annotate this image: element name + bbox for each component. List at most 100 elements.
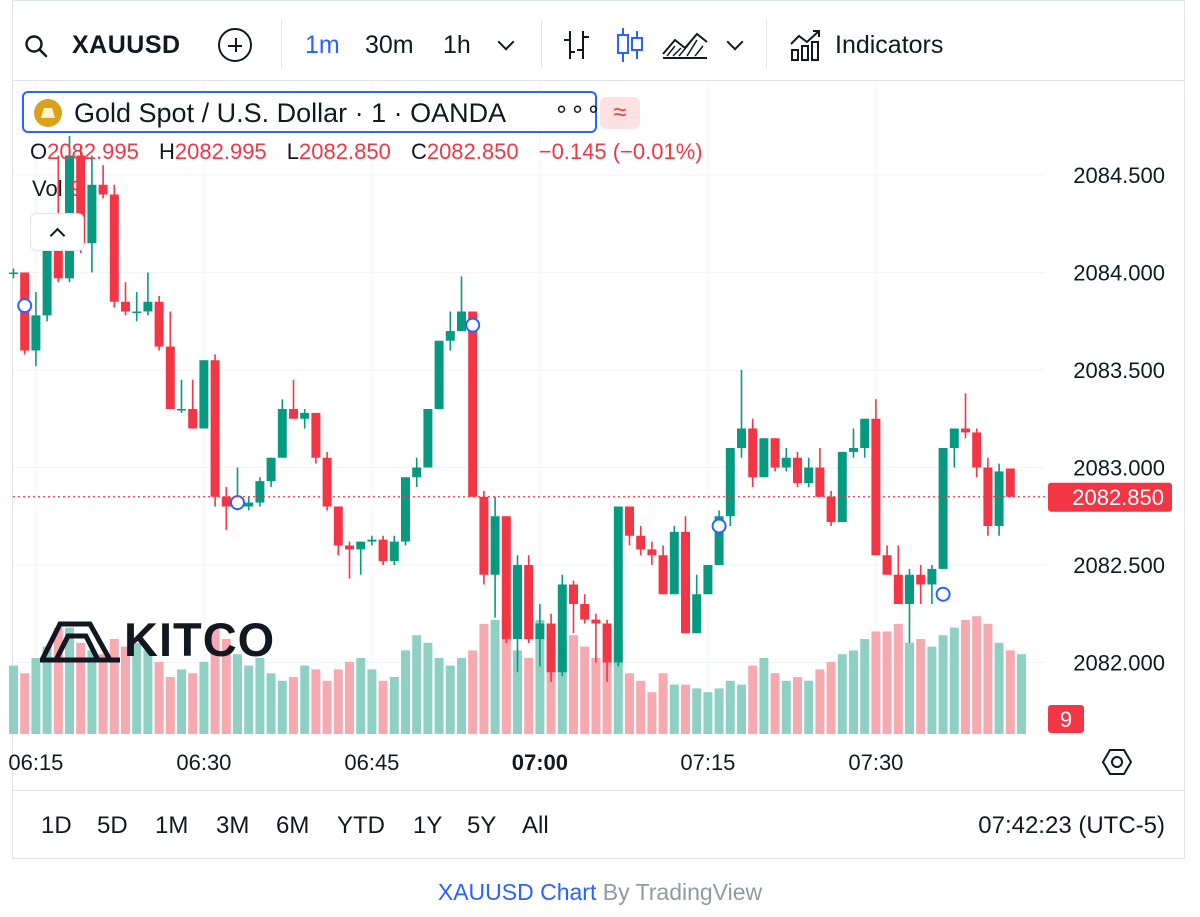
range-5y-button[interactable]: 5Y xyxy=(467,812,497,839)
indicators-icon[interactable] xyxy=(789,28,825,62)
candle xyxy=(434,340,444,409)
symbol-search-button[interactable]: XAUUSD xyxy=(72,31,181,59)
candle-body xyxy=(132,311,142,313)
candle-body xyxy=(423,409,433,468)
candle xyxy=(893,545,903,604)
candle-style-icon[interactable] xyxy=(614,26,646,64)
volume-bar xyxy=(759,658,769,734)
range-ytd-button[interactable]: YTD xyxy=(337,812,385,839)
bar-style-icon[interactable] xyxy=(562,28,592,62)
range-3m-button[interactable]: 3M xyxy=(216,812,250,839)
candle-body xyxy=(53,223,63,279)
time-axis-label: 07:30 xyxy=(848,750,903,775)
range-all-button[interactable]: All xyxy=(522,812,549,839)
collapse-legend-button[interactable] xyxy=(30,213,84,251)
candle xyxy=(882,545,892,575)
data-flag-icon[interactable]: ≈ xyxy=(600,97,640,129)
volume-bar xyxy=(445,665,455,734)
volume-bar xyxy=(311,669,321,734)
candle-body xyxy=(625,506,634,536)
candle-body xyxy=(311,412,321,458)
toolbar-divider xyxy=(541,20,542,68)
volume-bar xyxy=(143,650,153,734)
candle xyxy=(692,574,702,634)
volume-bar xyxy=(165,677,175,734)
candle-body xyxy=(759,438,769,478)
candle-body xyxy=(737,428,746,448)
candle-body xyxy=(849,448,858,452)
volume-bar xyxy=(703,692,713,734)
close-label: C xyxy=(410,139,427,164)
candle-body xyxy=(345,545,354,550)
volume-bar xyxy=(804,680,814,734)
candle xyxy=(412,457,422,487)
attribution-by[interactable]: By TradingView xyxy=(602,879,763,905)
date-range-bar: 1D 5D 1M 3M 6M YTD 1Y 5Y All 07:42:23 (U… xyxy=(12,790,1185,859)
volume-bar xyxy=(871,631,881,734)
candle xyxy=(31,292,41,367)
candle-body xyxy=(602,623,612,663)
price-chart[interactable]: 2084.500 2084.000 2083.500 2083.000 2082.500… xyxy=(0,0,1200,790)
volume-bar xyxy=(658,673,668,734)
candle-body xyxy=(356,541,366,550)
candle-body xyxy=(580,604,590,620)
candle xyxy=(849,428,858,458)
volume-bar xyxy=(244,665,254,734)
interval-1m-button[interactable]: 1m xyxy=(305,31,340,59)
candle xyxy=(759,438,769,478)
interval-1h-button[interactable]: 1h xyxy=(443,31,471,59)
volume-bar xyxy=(692,688,702,734)
candle-body xyxy=(781,457,791,468)
volume-bar xyxy=(199,661,209,734)
candle xyxy=(725,448,735,526)
more-options-icon[interactable]: ∘∘∘ xyxy=(554,96,603,123)
range-5d-button[interactable]: 5D xyxy=(97,812,128,839)
change-value: −0.145 (−0.01%) xyxy=(538,139,703,164)
range-1m-button[interactable]: 1M xyxy=(155,812,189,839)
candle-body xyxy=(837,451,847,523)
volume-bar xyxy=(289,677,298,734)
volume-bar xyxy=(65,627,74,734)
candle xyxy=(681,516,690,634)
range-6m-button[interactable]: 6M xyxy=(276,812,310,839)
symbol-legend[interactable]: Gold Spot / U.S. Dollar · 1 · OANDA ∘∘∘ xyxy=(22,91,601,133)
high-label: H xyxy=(159,139,175,164)
candle xyxy=(490,496,500,618)
candle xyxy=(468,311,478,497)
interval-30m-button[interactable]: 30m xyxy=(365,31,414,59)
timezone-clock[interactable]: 07:42:23 (UTC-5) xyxy=(978,812,1165,839)
add-symbol-icon[interactable] xyxy=(218,28,252,62)
candle-body xyxy=(412,467,422,478)
candle xyxy=(345,541,354,579)
candle xyxy=(356,541,366,575)
volume-bar xyxy=(345,661,354,734)
last-volume-tag xyxy=(1048,705,1084,733)
volume-bar xyxy=(681,684,690,734)
candle xyxy=(972,428,982,478)
candle xyxy=(1005,468,1015,497)
attribution: XAUUSD Chart By TradingView xyxy=(0,877,1200,907)
volume-bar xyxy=(333,669,343,734)
volume-bar xyxy=(557,642,567,734)
settings-icon[interactable] xyxy=(1102,747,1132,777)
range-1y-button[interactable]: 1Y xyxy=(413,812,443,839)
search-icon[interactable] xyxy=(23,33,49,59)
volume-bar xyxy=(1005,650,1015,734)
candle xyxy=(961,393,970,439)
candle xyxy=(613,506,623,667)
volume-bar xyxy=(277,680,287,734)
candle xyxy=(860,418,870,458)
candle xyxy=(770,438,780,472)
attribution-link[interactable]: XAUUSD Chart xyxy=(437,879,597,905)
toolbar-border xyxy=(12,80,1185,81)
volume-bar xyxy=(602,661,612,734)
candle xyxy=(322,451,332,511)
volume-bar xyxy=(725,680,735,734)
candle-body xyxy=(378,539,388,562)
candle xyxy=(737,370,746,458)
indicators-button[interactable]: Indicators xyxy=(835,31,944,59)
candle xyxy=(132,292,142,322)
volume-bar xyxy=(826,661,836,734)
area-style-icon[interactable] xyxy=(661,28,709,60)
range-1d-button[interactable]: 1D xyxy=(41,812,72,839)
